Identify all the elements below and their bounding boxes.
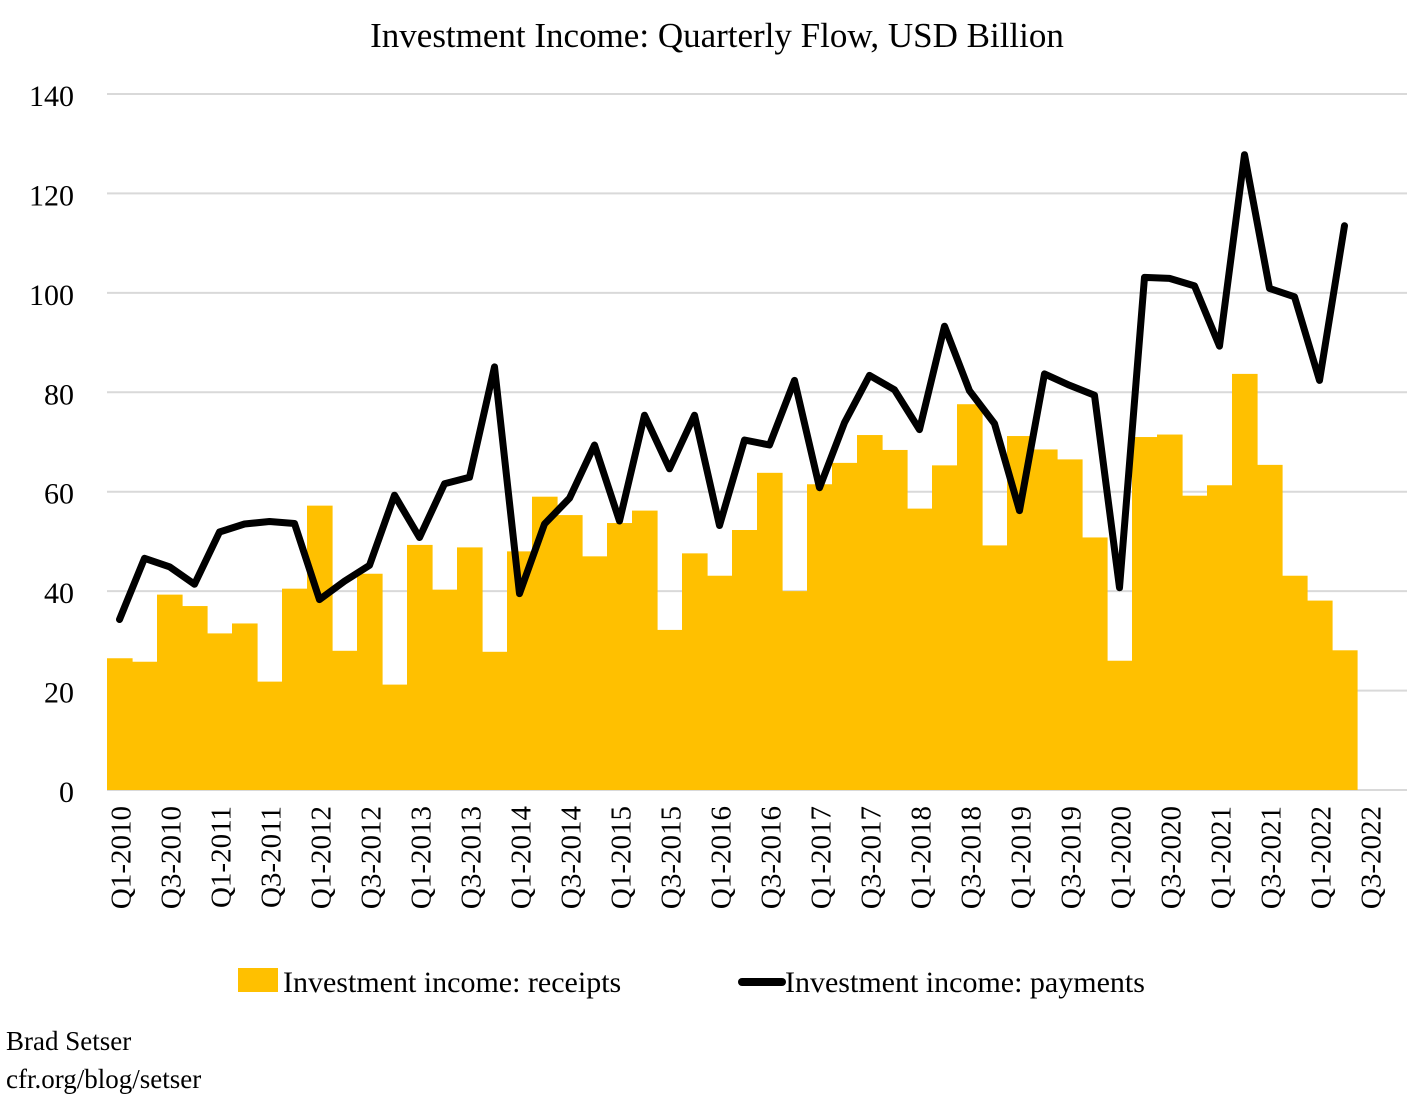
x-tick-label: Q3-2018 bbox=[956, 806, 988, 909]
x-tick-label: Q3-2020 bbox=[1156, 806, 1188, 909]
receipts-bar bbox=[1207, 485, 1233, 790]
receipts-bar bbox=[1307, 600, 1333, 790]
receipts-bar bbox=[107, 658, 133, 790]
y-tick-label: 60 bbox=[44, 478, 74, 511]
y-tick-label: 140 bbox=[29, 80, 74, 113]
receipts-bar bbox=[932, 465, 958, 790]
x-tick-label: Q1-2015 bbox=[606, 806, 638, 909]
y-tick-label: 40 bbox=[44, 577, 74, 610]
x-tick-label: Q1-2013 bbox=[406, 806, 438, 909]
receipts-bar bbox=[332, 650, 358, 790]
y-tick-label: 120 bbox=[29, 179, 74, 212]
x-tick-label: Q3-2017 bbox=[856, 806, 888, 909]
receipts-bar bbox=[582, 556, 608, 790]
receipts-bar bbox=[982, 545, 1008, 790]
receipts-bar bbox=[157, 594, 183, 790]
x-tick-label: Q3-2016 bbox=[756, 806, 788, 909]
receipts-bar bbox=[657, 629, 683, 790]
receipts-bar bbox=[182, 606, 208, 790]
receipts-bar bbox=[1157, 434, 1183, 790]
receipts-bar bbox=[557, 515, 583, 790]
receipts-bar bbox=[1082, 537, 1108, 790]
receipts-bar bbox=[857, 435, 883, 790]
receipts-bar bbox=[907, 508, 933, 790]
receipts-bar bbox=[707, 575, 733, 790]
x-tick-label: Q3-2011 bbox=[256, 806, 288, 908]
payments-series-line bbox=[116, 151, 1348, 623]
receipts-bar bbox=[257, 681, 283, 790]
x-tick-label: Q3-2019 bbox=[1056, 806, 1088, 909]
payments-line bbox=[116, 151, 1348, 623]
legend-swatch-receipts bbox=[238, 968, 278, 992]
receipts-bar bbox=[882, 449, 908, 790]
receipts-bar bbox=[407, 544, 433, 790]
x-tick-label: Q3-2022 bbox=[1356, 806, 1388, 909]
receipts-bar bbox=[357, 573, 383, 790]
receipts-bar bbox=[632, 510, 658, 790]
x-tick-label: Q1-2020 bbox=[1106, 806, 1138, 909]
chart-title: Investment Income: Quarterly Flow, USD B… bbox=[370, 16, 1064, 55]
chart: Investment Income: Quarterly Flow, USD B… bbox=[29, 16, 1407, 999]
receipts-bar bbox=[757, 472, 783, 790]
x-tick-label: Q3-2010 bbox=[156, 806, 188, 909]
receipts-bar bbox=[432, 589, 458, 790]
x-tick-label: Q1-2021 bbox=[1206, 806, 1238, 909]
y-tick-label: 20 bbox=[44, 677, 74, 710]
receipts-bar bbox=[1032, 449, 1058, 790]
receipts-bar bbox=[782, 591, 808, 790]
x-tick-label: Q1-2017 bbox=[806, 806, 838, 909]
y-tick-label: 0 bbox=[59, 776, 74, 809]
x-tick-label: Q3-2021 bbox=[1256, 806, 1288, 909]
receipts-bar bbox=[282, 588, 308, 790]
receipts-bars bbox=[107, 373, 1358, 790]
x-tick-label: Q3-2015 bbox=[656, 806, 688, 909]
receipts-bar bbox=[957, 404, 983, 790]
x-axis-ticks: Q1-2010 Q3-2010 Q1-2011 Q3-2011 Q1-2012 Q3-20… bbox=[106, 806, 1388, 910]
receipts-bar bbox=[457, 547, 483, 790]
x-tick-label: Q3-2012 bbox=[356, 806, 388, 909]
credit-author: Brad Setser bbox=[6, 1026, 132, 1056]
credit-url: cfr.org/blog/setser bbox=[6, 1064, 202, 1094]
receipts-bar bbox=[1257, 464, 1283, 790]
receipts-bar bbox=[1107, 660, 1133, 790]
y-axis-ticks: 0 20 40 60 80 100 120 140 bbox=[29, 80, 74, 809]
x-tick-label: Q1-2016 bbox=[706, 806, 738, 909]
receipts-bar bbox=[482, 651, 508, 790]
receipts-bar bbox=[807, 484, 833, 790]
legend: Investment income: receipts Investment i… bbox=[238, 966, 1145, 999]
receipts-bar bbox=[232, 623, 258, 790]
x-tick-label: Q3-2014 bbox=[556, 806, 588, 910]
receipts-bar bbox=[307, 505, 333, 790]
receipts-bar bbox=[607, 523, 633, 790]
receipts-bar bbox=[1282, 575, 1308, 790]
receipts-bar bbox=[382, 684, 408, 790]
receipts-bar bbox=[682, 553, 708, 790]
receipts-bar bbox=[207, 633, 233, 790]
x-tick-label: Q1-2012 bbox=[306, 806, 338, 909]
x-tick-label: Q1-2011 bbox=[206, 806, 238, 908]
x-tick-label: Q1-2010 bbox=[106, 806, 138, 909]
receipts-bar bbox=[1332, 650, 1358, 790]
receipts-bar bbox=[1232, 373, 1258, 790]
x-tick-label: Q1-2014 bbox=[506, 806, 538, 910]
x-tick-label: Q1-2022 bbox=[1306, 806, 1338, 909]
x-tick-label: Q1-2018 bbox=[906, 806, 938, 909]
legend-label-payments: Investment income: payments bbox=[785, 966, 1145, 999]
receipts-bar bbox=[1182, 495, 1208, 790]
x-tick-label: Q3-2013 bbox=[456, 806, 488, 909]
receipts-bar bbox=[1057, 459, 1083, 790]
receipts-bar bbox=[1132, 437, 1158, 790]
receipts-bar bbox=[132, 661, 158, 790]
receipts-bar bbox=[732, 529, 758, 790]
y-tick-label: 80 bbox=[44, 378, 74, 411]
receipts-bar bbox=[832, 462, 858, 790]
y-tick-label: 100 bbox=[29, 279, 74, 312]
legend-label-receipts: Investment income: receipts bbox=[283, 966, 621, 999]
x-tick-label: Q1-2019 bbox=[1006, 806, 1038, 909]
